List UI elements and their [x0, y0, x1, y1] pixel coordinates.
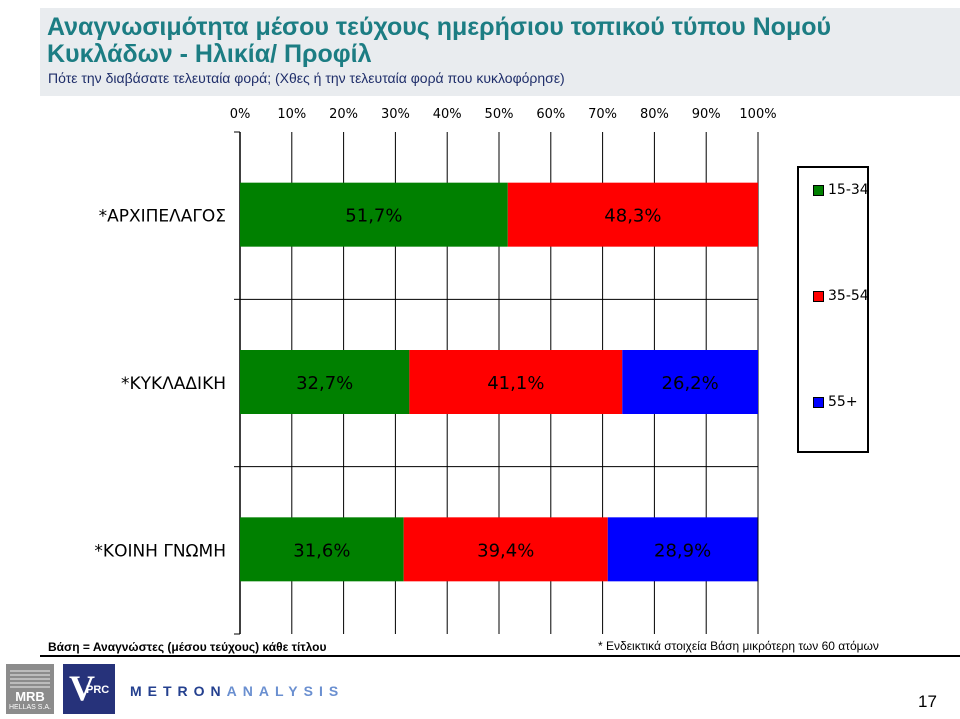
vprc-logo-v: V	[69, 668, 95, 708]
mrb-logo-bars	[10, 668, 50, 688]
bar-segment	[403, 517, 608, 582]
category-label: *ΑΡΧΙΠΕΛΑΓΟΣ	[99, 207, 226, 227]
mrb-logo-text: MRB	[15, 689, 45, 704]
legend-swatch-55-plus	[813, 396, 824, 408]
bar-segment	[507, 182, 758, 247]
page-title: Αναγνωσιμότητα μέσου τεύχους ημερήσιου τ…	[47, 14, 831, 68]
x-tick-label: 0%	[230, 107, 251, 122]
legend-item-55-plus: 55+	[813, 394, 858, 410]
x-tick-label: 40%	[433, 107, 462, 122]
category-label: *ΚΟΙΝΗ ΓΝΩΜΗ	[94, 541, 226, 561]
footer-divider	[40, 655, 960, 657]
data-label: 31,6%	[293, 540, 350, 561]
bar-segment	[607, 517, 758, 582]
legend-label-35-54: 35-54	[828, 288, 869, 304]
page-number: 17	[918, 692, 937, 711]
category-label: *ΚΥΚΛΑΔΙΚΗ	[121, 374, 226, 394]
bar-segment	[240, 182, 508, 247]
metron-logo-part2: ANALYSIS	[226, 683, 345, 699]
bar-segment	[240, 517, 404, 582]
chart-legend: 15-34 35-54 55+	[797, 166, 869, 453]
legend-swatch-35-54	[813, 290, 824, 302]
base-note: Βάση = Αναγνώστες (μέσου τεύχους) κάθε τ…	[48, 640, 327, 654]
bar-segment	[409, 350, 623, 414]
indicative-note: * Ενδεικτικά στοιχεία Βάση μικρότερη των…	[598, 639, 879, 653]
vprc-logo-prc: PRC	[86, 684, 110, 696]
x-tick-label: 70%	[588, 107, 617, 122]
vprc-logo: V PRC	[63, 664, 115, 714]
metron-logo-part1: METRON	[130, 683, 227, 699]
legend-label-15-34: 15-34	[828, 182, 869, 198]
title-background	[40, 8, 960, 96]
x-tick-label: 20%	[329, 107, 358, 122]
x-tick-label: 30%	[381, 107, 410, 122]
mrb-logo: MRB HELLAS S.A.	[6, 664, 54, 714]
data-label: 39,4%	[477, 540, 534, 561]
x-tick-label: 100%	[739, 107, 776, 122]
x-tick-label: 60%	[536, 107, 565, 122]
title-line-1: Αναγνωσιμότητα μέσου τεύχους ημερήσιου τ…	[47, 13, 832, 41]
x-tick-label: 90%	[692, 107, 721, 122]
data-label: 28,9%	[654, 540, 711, 561]
title-line-2: Κυκλάδων - Ηλικία/ Προφίλ	[47, 40, 372, 68]
bar-segment	[622, 350, 758, 414]
legend-item-15-34: 15-34	[813, 182, 869, 198]
x-tick-label: 10%	[277, 107, 306, 122]
legend-swatch-15-34	[813, 184, 824, 196]
mrb-logo-subtext: HELLAS S.A.	[8, 704, 52, 711]
x-tick-label: 50%	[485, 107, 514, 122]
bar-segment	[240, 350, 410, 414]
legend-label-55-plus: 55+	[828, 394, 858, 410]
question-subtitle: Πότε την διαβάσατε τελευταία φορά; (Χθες…	[48, 70, 565, 86]
data-label: 0,0	[770, 206, 799, 227]
data-label: 41,1%	[487, 373, 544, 394]
data-label: 26,2%	[662, 373, 719, 394]
data-label: 32,7%	[296, 373, 353, 394]
data-label: 51,7%	[345, 206, 402, 227]
data-label: 48,3%	[604, 206, 661, 227]
legend-item-35-54: 35-54	[813, 288, 869, 304]
metron-analysis-logo: METRONANALYSIS	[130, 683, 344, 699]
x-tick-label: 80%	[640, 107, 669, 122]
